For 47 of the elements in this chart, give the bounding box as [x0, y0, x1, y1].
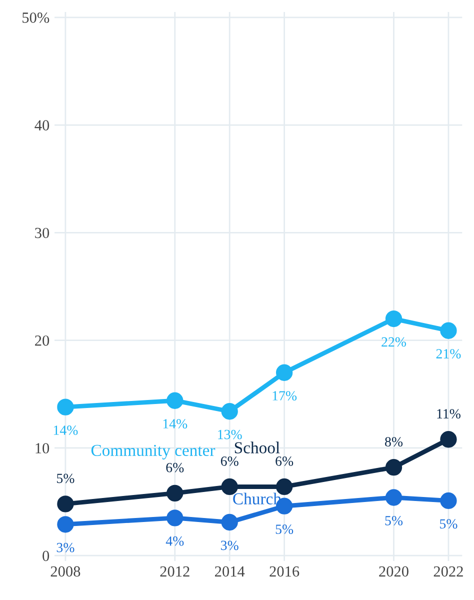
x-tick-label: 2012 — [160, 566, 190, 577]
point — [440, 492, 457, 510]
point — [385, 459, 402, 476]
point — [385, 489, 402, 506]
y-tick-label: 50% — [22, 12, 50, 23]
data-label: 13% — [218, 430, 242, 440]
point — [385, 310, 402, 328]
data-label: 3% — [56, 542, 74, 552]
x-tick-label: 2020 — [379, 566, 408, 577]
data-label: 5% — [276, 524, 294, 534]
point — [440, 431, 457, 448]
point — [57, 516, 74, 533]
data-label: 6% — [220, 456, 238, 466]
point — [57, 398, 74, 416]
data-label: 3% — [221, 540, 238, 550]
y-tick-label: 20 — [35, 335, 50, 346]
point — [221, 514, 238, 531]
data-label: 8% — [385, 437, 403, 447]
data-label: 5% — [385, 516, 403, 526]
y-tick-label: 40 — [34, 120, 50, 130]
data-label: 6% — [276, 456, 294, 466]
series-label: Community center — [91, 444, 216, 460]
data-label: 22% — [382, 337, 406, 347]
y-tick-label: 30 — [35, 228, 50, 238]
point — [440, 322, 457, 339]
data-label: 14% — [163, 419, 188, 428]
x-tick-label: 2022 — [434, 566, 463, 577]
y-tick-label: 0 — [42, 550, 50, 562]
x-tick-label: 2016 — [270, 566, 300, 577]
point — [166, 392, 184, 409]
point — [57, 496, 74, 512]
data-label: 11% — [437, 409, 460, 419]
data-label: 5% — [440, 519, 458, 529]
x-tick-label: 2008 — [50, 566, 80, 577]
point — [221, 403, 238, 420]
data-label: 6% — [166, 462, 184, 472]
data-label: 4% — [166, 536, 184, 546]
x-tick-label: 2014 — [214, 566, 245, 577]
point — [166, 484, 184, 502]
data-label: 14% — [54, 426, 78, 435]
series-label: School — [234, 442, 280, 454]
data-label: 17% — [272, 391, 297, 400]
point — [166, 510, 184, 526]
point — [276, 364, 293, 381]
data-label: 21% — [436, 349, 461, 359]
y-tick-label: 10 — [36, 443, 50, 454]
data-label: 5% — [57, 474, 74, 484]
